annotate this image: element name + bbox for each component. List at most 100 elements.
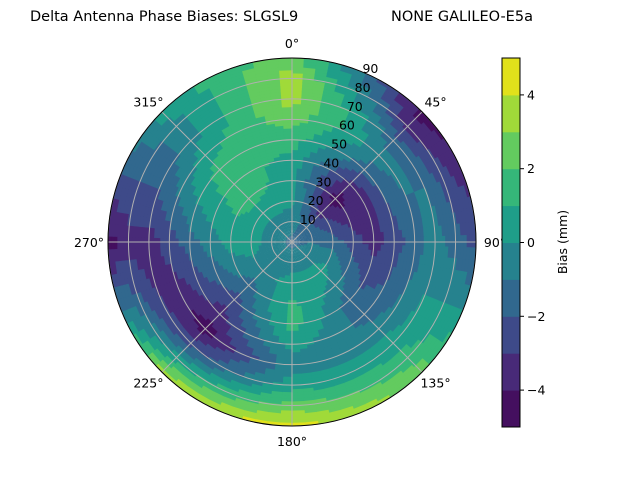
contour-cell <box>296 308 303 313</box>
contour-cell <box>291 195 296 200</box>
contour-cell <box>214 277 221 286</box>
contour-cell <box>349 211 356 219</box>
contour-cell <box>358 146 368 156</box>
contour-cell <box>293 250 296 255</box>
contour-cell <box>190 298 199 309</box>
contour-cell <box>240 333 251 341</box>
contour-cell <box>281 376 293 381</box>
contour-cell <box>371 281 379 291</box>
contour-cell <box>324 123 335 130</box>
contour-cell <box>296 231 300 235</box>
contour-cell <box>261 274 267 280</box>
contour-cell <box>386 107 400 119</box>
contour-cell <box>237 163 246 171</box>
contour-cell <box>295 246 299 250</box>
contour-cell <box>184 172 194 183</box>
contour-cell <box>292 244 294 249</box>
contour-cell <box>281 233 286 237</box>
contour-cell <box>294 278 298 283</box>
contour-cell <box>120 308 130 324</box>
contour-cell <box>248 386 262 393</box>
contour-cell <box>416 263 423 275</box>
contour-cell <box>148 286 156 300</box>
contour-cell <box>255 362 267 369</box>
contour-cell <box>280 246 285 250</box>
contour-cell <box>205 200 213 210</box>
contour-cell <box>434 277 442 291</box>
contour-cell <box>316 236 321 240</box>
contour-cell <box>291 419 306 424</box>
contour-cell <box>325 162 333 170</box>
contour-cell <box>197 368 210 379</box>
contour-cell <box>187 152 197 164</box>
contour-cell <box>168 289 177 301</box>
contour-cell <box>197 303 206 313</box>
contour-cell <box>284 227 288 232</box>
contour-cell <box>172 175 181 187</box>
contour-cell <box>325 265 331 271</box>
contour-cell <box>242 371 255 379</box>
contour-cell <box>299 247 303 250</box>
contour-cell <box>208 393 223 403</box>
contour-cell <box>358 158 368 168</box>
contour-cell <box>134 303 144 318</box>
contour-cell <box>284 245 288 249</box>
contour-cell <box>187 208 194 218</box>
contour-cell <box>396 214 402 224</box>
contour-cell <box>192 177 201 188</box>
contour-cell <box>154 176 163 189</box>
contour-cell <box>359 129 371 139</box>
contour-cell <box>361 105 375 115</box>
contour-cell <box>402 204 409 215</box>
contour-cell <box>148 135 160 149</box>
contour-cell <box>296 227 300 232</box>
contour-cell <box>398 330 409 342</box>
contour-cell <box>425 352 439 367</box>
contour-cell <box>380 295 389 305</box>
contour-cell <box>450 294 460 309</box>
contour-cell <box>208 202 216 211</box>
contour-cell <box>461 197 468 213</box>
contour-cell <box>333 90 347 99</box>
contour-cell <box>291 287 296 292</box>
contour-cell <box>282 238 287 241</box>
contour-cell <box>130 292 139 307</box>
contour-cell <box>178 268 185 279</box>
contour-cell <box>295 234 299 238</box>
contour-cell <box>291 339 300 344</box>
contour-cell <box>376 284 384 294</box>
contour-cell <box>181 268 188 278</box>
contour-cell <box>413 263 420 274</box>
contour-cell <box>168 162 178 174</box>
contour-cell <box>291 155 299 160</box>
contour-cell <box>316 169 324 175</box>
contour-cell <box>395 377 410 390</box>
contour-cell <box>442 151 453 167</box>
contour-cell <box>205 213 211 222</box>
contour-cell <box>283 236 287 239</box>
contour-cell <box>387 349 400 361</box>
contour-cell <box>114 259 121 274</box>
contour-cell <box>199 152 210 163</box>
contour-cell <box>203 276 210 285</box>
contour-cell <box>368 327 379 337</box>
contour-cell <box>327 306 335 314</box>
contour-cell <box>335 391 349 400</box>
contour-cell <box>285 230 288 235</box>
contour-cell <box>334 120 346 128</box>
contour-cell <box>322 348 333 355</box>
contour-cell <box>364 323 374 333</box>
contour-cell <box>294 287 300 292</box>
contour-cell <box>296 277 301 283</box>
contour-cell <box>292 232 294 236</box>
contour-cell <box>251 243 256 247</box>
contour-cell <box>191 194 199 204</box>
contour-cell <box>177 341 189 354</box>
contour-cell <box>295 186 301 191</box>
contour-cell <box>407 371 421 385</box>
contour-cell <box>399 196 407 207</box>
contour-cell <box>291 66 306 71</box>
contour-cell <box>143 266 150 280</box>
contour-cell <box>199 365 212 376</box>
contour-cell <box>186 310 196 321</box>
